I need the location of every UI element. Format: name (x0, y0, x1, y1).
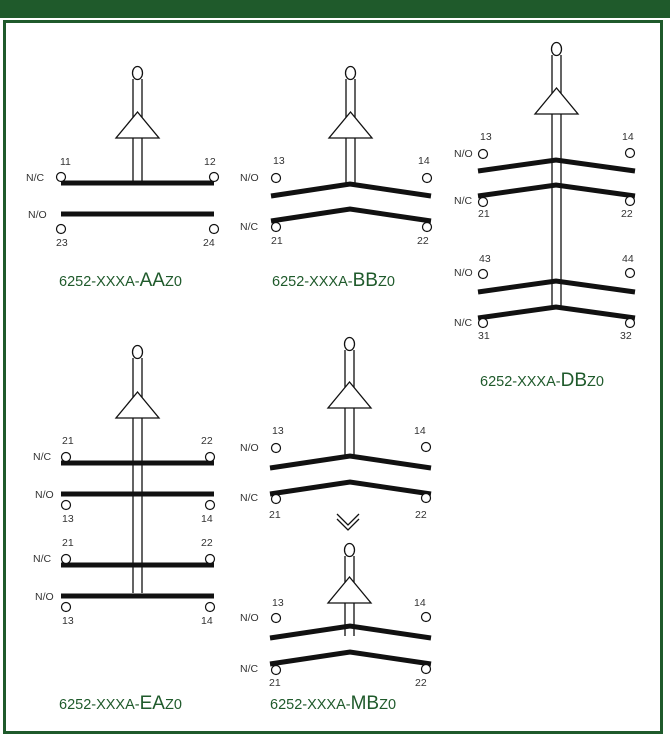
terminal-number: 21 (269, 509, 281, 521)
diagram-bb: N/O 13 14 N/C 21 22 6252-XXXA-BBZ0 (240, 65, 433, 291)
terminal-number: 22 (417, 235, 429, 247)
contact-type-label: N/C (33, 553, 52, 565)
terminal-number: 21 (62, 435, 74, 447)
terminal-number: 14 (418, 155, 430, 167)
terminal-number: 11 (60, 156, 71, 168)
terminal-number: 31 (478, 330, 490, 342)
contact-type-label: N/O (240, 612, 259, 624)
terminal-number: 13 (273, 155, 285, 167)
actuator-plunger (326, 542, 373, 636)
contact-bb-2: N/C 21 22 (240, 206, 433, 247)
terminal-number: 12 (204, 156, 216, 168)
diagram-caption: 6252-XXXA-BBZ0 (272, 270, 395, 291)
contact-ea-3: N/C 21 22 (33, 537, 216, 568)
actuator-plunger (533, 41, 580, 307)
diagram-caption: 6252-XXXA-EAZ0 (59, 693, 182, 714)
terminal-number: 21 (62, 537, 74, 549)
contact-db-2: N/C 21 22 (454, 182, 636, 220)
terminal-number: 14 (201, 615, 213, 627)
diagram-caption: 6252-XXXA-MBZ0 (270, 693, 396, 714)
contact-type-label: N/C (240, 492, 259, 504)
terminal-number: 22 (201, 537, 213, 549)
terminal-number: 32 (620, 330, 632, 342)
contact-ea-4: N/O 13 14 (35, 591, 216, 627)
terminal-number: 43 (479, 253, 491, 265)
contact-type-label: N/O (454, 267, 473, 279)
header-bar (0, 0, 670, 18)
contact-type-label: N/C (33, 451, 52, 463)
terminal-number: 14 (622, 131, 634, 143)
diagram-mb: N/O 13 14 N/C 21 22 N/O 13 1 (240, 336, 432, 714)
actuator-plunger (114, 65, 161, 183)
terminal-number: 24 (203, 237, 215, 249)
contact-ea-1: N/C 21 22 (33, 435, 216, 466)
terminal-number: 14 (201, 513, 213, 525)
diagram-aa: N/C 11 12 N/O 23 24 6252-XXXA-AAZ0 (26, 65, 220, 291)
contact-mb-1: N/O 13 14 (240, 425, 432, 471)
terminal-number: 21 (271, 235, 283, 247)
contact-type-label: N/O (35, 489, 54, 501)
diagram-caption: 6252-XXXA-AAZ0 (59, 270, 182, 291)
diagram-caption: 6252-XXXA-DBZ0 (480, 370, 604, 391)
contact-type-label: N/O (35, 591, 54, 603)
contact-mb-3: N/O 13 14 (240, 597, 432, 641)
terminal-number: 14 (414, 597, 426, 609)
contact-type-label: N/O (240, 172, 259, 184)
contact-bb-1: N/O 13 14 (240, 155, 433, 199)
contact-db-4: N/C 31 32 (454, 304, 636, 342)
terminal-number: 22 (621, 208, 633, 220)
contact-type-label: N/C (454, 195, 473, 207)
frame-border (3, 20, 663, 734)
actuator-plunger (326, 336, 373, 456)
terminal-number: 22 (415, 509, 427, 521)
actuator-plunger (327, 65, 374, 186)
contact-type-label: N/C (454, 317, 473, 329)
contact-type-label: N/O (454, 148, 473, 160)
contact-db-3: N/O 43 44 (454, 253, 636, 295)
contact-type-label: N/O (28, 209, 47, 221)
contact-type-label: N/O (240, 442, 259, 454)
terminal-number: 22 (201, 435, 213, 447)
diagram-ea: N/C 21 22 N/O 13 14 N/C 21 22 N/O 13 14 (33, 344, 216, 714)
chevron-down-icon (336, 513, 360, 531)
contact-mb-4: N/C 21 22 (240, 649, 432, 689)
actuator-plunger (114, 344, 161, 593)
contact-mb-2: N/C 21 22 (240, 479, 432, 521)
terminal-number: 44 (622, 253, 634, 265)
terminal-number: 21 (478, 208, 490, 220)
contact-aa-1: N/C 11 12 (26, 156, 220, 186)
terminal-number: 13 (272, 425, 284, 437)
terminal-number: 13 (480, 131, 492, 143)
terminal-number: 22 (415, 677, 427, 689)
terminal-number: 13 (62, 513, 74, 525)
contact-db-1: N/O 13 14 (454, 131, 636, 174)
contact-ea-2: N/O 13 14 (35, 489, 216, 525)
terminal-number: 21 (269, 677, 281, 689)
diagram-db: N/O 13 14 N/C 21 22 N/O 43 44 N/C 31 32 (454, 41, 636, 391)
contact-type-label: N/C (240, 663, 259, 675)
terminal-number: 23 (56, 237, 68, 249)
contact-type-label: N/C (240, 221, 259, 233)
terminal-number: 13 (62, 615, 74, 627)
terminal-number: 14 (414, 425, 426, 437)
contact-aa-2: N/O 23 24 (28, 209, 220, 249)
terminal-number: 13 (272, 597, 284, 609)
contact-type-label: N/C (26, 172, 45, 184)
